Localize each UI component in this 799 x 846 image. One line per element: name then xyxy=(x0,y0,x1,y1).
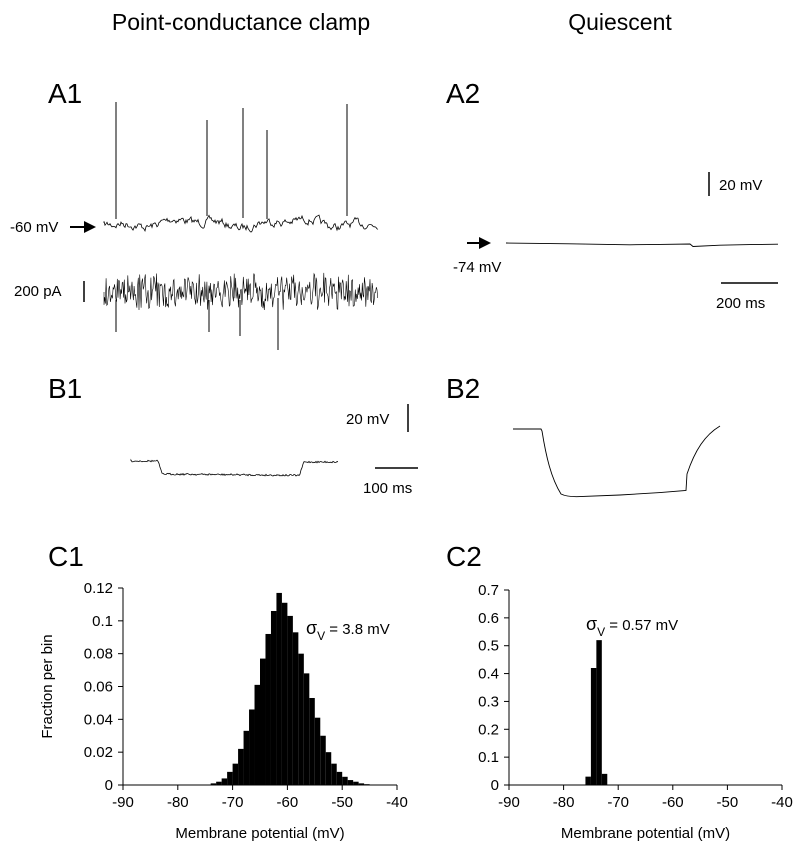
c2-y-tick-label: 0 xyxy=(491,777,499,794)
column-title-right: Quiescent xyxy=(568,9,672,35)
c1-bar xyxy=(336,771,343,785)
c1-bar xyxy=(347,780,354,785)
c1-y-tick-label: 0.04 xyxy=(84,711,113,728)
c1-bar xyxy=(254,684,260,785)
c1-x-tick-label: -80 xyxy=(167,794,189,811)
c2-y-tick-label: 0.2 xyxy=(478,721,499,738)
a2-voltage-scale-label: 20 mV xyxy=(719,177,762,194)
c1-bar xyxy=(270,610,277,785)
c2-x-tick-label: -70 xyxy=(607,794,629,811)
c1-bar xyxy=(309,697,315,785)
c2-sigma-annotation: σV = 0.57 mV xyxy=(586,614,678,639)
c1-x-tick-label: -50 xyxy=(331,794,353,811)
c1-x-tick-label: -60 xyxy=(277,794,299,811)
c1-bar xyxy=(292,632,299,785)
c1-sigma-annotation: σV = 3.8 mV xyxy=(306,618,390,643)
c1-y-tick-label: 0.1 xyxy=(92,613,113,630)
a2-voltage-trace xyxy=(505,242,779,247)
a2-arrow-icon xyxy=(467,237,491,249)
c1-x-tick-label: -90 xyxy=(112,794,134,811)
c1-x-tick-label: -70 xyxy=(222,794,244,811)
c1-y-tick-label: 0.02 xyxy=(84,744,113,761)
c1-bar xyxy=(303,673,310,785)
c1-y-tick-label: 0 xyxy=(105,777,113,794)
c1-bar xyxy=(281,602,288,785)
c1-bar xyxy=(325,752,332,785)
c2-y-tick-label: 0.6 xyxy=(478,610,499,627)
c2-x-tick-label: -50 xyxy=(717,794,739,811)
c1-bar xyxy=(287,615,293,785)
c1-bar xyxy=(210,783,217,785)
c1-y-tick-label: 0.12 xyxy=(84,580,113,597)
c1-bar xyxy=(353,781,359,785)
c1-bar xyxy=(232,763,239,785)
panel-label-b1: B1 xyxy=(48,373,82,404)
panel-label-b2: B2 xyxy=(446,373,480,404)
c1-bar xyxy=(358,783,365,785)
b1-panel: 20 mV 100 ms xyxy=(130,404,418,497)
c1-y-tick-label: 0.06 xyxy=(84,679,113,696)
c2-bar xyxy=(596,640,602,785)
a1-arrow-label: -60 mV xyxy=(10,219,58,236)
a1-current-trace xyxy=(103,272,378,311)
c1-bar xyxy=(276,592,282,785)
c1-bar xyxy=(221,778,228,785)
b2-panel xyxy=(513,425,721,498)
c1-bar xyxy=(314,717,321,785)
c1-bar xyxy=(249,709,255,785)
panel-label-c2: C2 xyxy=(446,541,482,572)
c2-x-tick-label: -80 xyxy=(553,794,575,811)
a1-panel: -60 mV 200 pA xyxy=(10,102,379,350)
c1-x-tick-label: -40 xyxy=(386,794,408,811)
c1-bar xyxy=(298,653,304,785)
c2-x-axis-label: Membrane potential (mV) xyxy=(561,825,730,842)
c2-x-tick-label: -60 xyxy=(662,794,684,811)
a2-panel: -74 mV 20 mV 200 ms xyxy=(453,172,779,312)
c2-bar xyxy=(585,776,591,785)
c1-bar xyxy=(364,784,370,785)
c1-y-axis-label: Fraction per bin xyxy=(39,634,56,738)
c2-y-tick-label: 0.5 xyxy=(478,638,499,655)
panel-label-a2: A2 xyxy=(446,78,480,109)
a1-current-scale-label: 200 pA xyxy=(14,283,62,300)
c2-y-tick-label: 0.7 xyxy=(478,582,499,599)
c2-y-tick-label: 0.3 xyxy=(478,693,499,710)
c2-x-tick-label: -40 xyxy=(771,794,793,811)
c1-bar xyxy=(342,776,348,785)
c1-bar xyxy=(243,730,250,785)
a1-arrow-icon xyxy=(70,221,96,233)
c1-histogram: -90 -80 -70 -60 -50 -40 0 0.02 0.04 0.06 0.08 0.1 0.… xyxy=(39,580,408,842)
a2-time-scale-label: 200 ms xyxy=(716,295,765,312)
c1-x-axis-label: Membrane potential (mV) xyxy=(175,825,344,842)
b2-voltage-trace xyxy=(513,425,721,498)
c1-bar xyxy=(227,771,233,785)
panel-label-c1: C1 xyxy=(48,541,84,572)
c2-bar xyxy=(590,668,597,785)
b1-voltage-scale-label: 20 mV xyxy=(346,411,389,428)
c2-y-tick-label: 0.1 xyxy=(478,749,499,766)
c2-y-tick-label: 0.4 xyxy=(478,666,499,683)
c1-bar xyxy=(260,658,266,785)
c1-y-tick-label: 0.08 xyxy=(84,646,113,663)
b1-time-scale-label: 100 ms xyxy=(363,480,412,497)
column-title-left: Point-conductance clamp xyxy=(112,9,370,35)
c1-bar xyxy=(265,633,271,785)
c2-histogram: -90 -80 -70 -60 -50 -40 0 0.1 0.2 0.3 0.4 0.5 0.6 0.7… xyxy=(478,582,793,842)
panel-label-a1: A1 xyxy=(48,78,82,109)
c1-bar xyxy=(320,735,326,785)
c2-bar xyxy=(601,773,608,785)
a2-arrow-label: -74 mV xyxy=(453,259,501,276)
c1-bar xyxy=(331,763,337,785)
b1-voltage-trace xyxy=(130,458,339,477)
c1-bar xyxy=(216,781,222,785)
a1-spikes xyxy=(115,102,348,219)
c1-bar xyxy=(238,748,244,785)
a1-voltage-trace xyxy=(103,214,379,233)
c2-x-tick-label: -90 xyxy=(498,794,520,811)
